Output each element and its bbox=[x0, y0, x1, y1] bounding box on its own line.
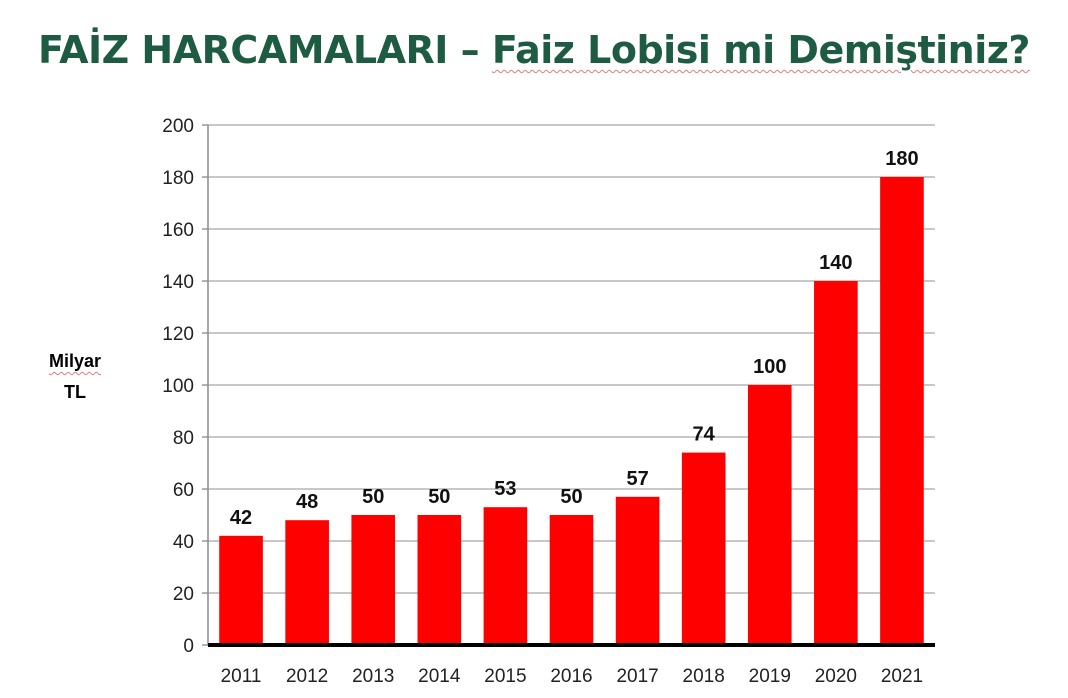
y-tick-label: 160 bbox=[162, 220, 194, 241]
y-tick-label: 80 bbox=[173, 428, 194, 449]
x-tick-label-2012: 2012 bbox=[286, 666, 328, 687]
y-axis-label-line1: Milyar bbox=[48, 351, 102, 371]
data-label-2019: 100 bbox=[753, 356, 786, 378]
y-tick-label: 20 bbox=[173, 584, 194, 605]
y-tick-label: 0 bbox=[183, 636, 194, 657]
y-tick-label: 180 bbox=[162, 168, 194, 189]
bar-2014 bbox=[417, 515, 462, 645]
data-label-2021: 180 bbox=[885, 148, 918, 170]
x-tick-label-2020: 2020 bbox=[815, 666, 857, 687]
y-axis-label-line2: TL bbox=[64, 382, 86, 402]
x-tick-label-2016: 2016 bbox=[550, 666, 592, 687]
data-label-2014: 50 bbox=[428, 486, 450, 508]
bar-2015 bbox=[483, 507, 528, 645]
title-part-main: FAİZ HARCAMALARI – bbox=[38, 28, 492, 72]
y-tick-label: 100 bbox=[162, 376, 194, 397]
data-label-2011: 42 bbox=[230, 507, 252, 529]
bar-2019 bbox=[747, 385, 792, 645]
data-label-2015: 53 bbox=[494, 478, 516, 500]
bar-2012 bbox=[285, 520, 329, 645]
bar-2011 bbox=[219, 535, 263, 645]
data-label-2016: 50 bbox=[560, 486, 582, 508]
x-tick-label-2011: 2011 bbox=[221, 666, 262, 687]
data-label-2020: 140 bbox=[819, 252, 852, 274]
x-tick-label-2014: 2014 bbox=[418, 666, 461, 687]
bar-2018 bbox=[681, 452, 726, 645]
title-part-subtitle: Faiz Lobisi mi Demiştiniz? bbox=[491, 28, 1031, 72]
bar-2021 bbox=[880, 177, 924, 645]
data-label-2013: 50 bbox=[362, 486, 384, 508]
y-axis-label: Milyar TL bbox=[44, 346, 106, 408]
chart-title: FAİZ HARCAMALARI – Faiz Lobisi mi Demişt… bbox=[38, 28, 1030, 72]
y-tick-label: 60 bbox=[173, 480, 194, 501]
y-tick-label: 200 bbox=[162, 116, 194, 137]
x-tick-label-2015: 2015 bbox=[484, 666, 526, 687]
x-tick-label-2017: 2017 bbox=[616, 666, 658, 687]
y-tick-label: 120 bbox=[162, 324, 194, 345]
y-tick-label: 140 bbox=[162, 272, 194, 293]
bar-2020 bbox=[814, 281, 858, 645]
data-label-2017: 57 bbox=[626, 468, 648, 490]
x-tick-label-2018: 2018 bbox=[683, 666, 725, 687]
x-tick-label-2013: 2013 bbox=[352, 666, 394, 687]
bar-2016 bbox=[549, 515, 594, 645]
x-tick-label-2019: 2019 bbox=[749, 666, 791, 687]
y-tick-label: 40 bbox=[173, 532, 194, 553]
bar-2013 bbox=[351, 515, 396, 645]
x-tick-label-2021: 2021 bbox=[881, 666, 923, 687]
bar-2017 bbox=[615, 496, 660, 645]
data-label-2012: 48 bbox=[296, 491, 318, 513]
data-label-2018: 74 bbox=[693, 424, 716, 446]
